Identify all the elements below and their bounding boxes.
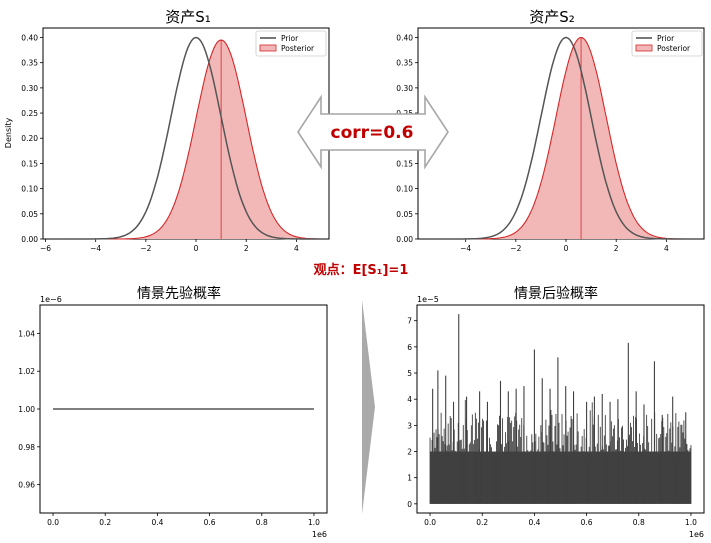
x-tick-label: −2 xyxy=(510,244,521,253)
legend-prior-label-s2: Prior xyxy=(657,34,675,43)
density-curves-s1 xyxy=(60,36,320,240)
x-tick-label: −4 xyxy=(460,244,471,253)
x-tick-label: 0.4 xyxy=(151,518,163,527)
y-tick-label: 0.35 xyxy=(396,59,413,68)
y-tick-label: 1.02 xyxy=(18,367,35,376)
x-tick-label: 0.8 xyxy=(633,518,645,527)
legend-posterior-swatch-s1 xyxy=(259,44,277,52)
plot-frame-posterior xyxy=(416,304,705,514)
correlation-double-arrow: corr=0.6 xyxy=(297,94,449,170)
y-tick-label: 3 xyxy=(407,421,412,430)
y-tick-label: 0.40 xyxy=(396,33,413,42)
y-tick-label: 5 xyxy=(407,369,412,378)
y-tick-label: 6 xyxy=(407,343,412,352)
y-tick-labels-prior: 0.96 0.98 1.00 1.02 1.04 xyxy=(18,329,40,490)
y-tick-label: 0 xyxy=(407,500,412,509)
x-tick-label: 0.2 xyxy=(99,518,111,527)
x-tick-label: 2 xyxy=(244,244,249,253)
chart-title-s1: 资产S₁ xyxy=(165,8,211,26)
x-tick-label: 0.2 xyxy=(476,518,488,527)
y-tick-label: 2 xyxy=(407,448,412,457)
legend-posterior-label-s1: Posterior xyxy=(281,44,315,53)
y-tick-label: 0.30 xyxy=(396,84,413,93)
x-tick-label: 0.0 xyxy=(47,518,59,527)
y-tick-label: 0.00 xyxy=(21,235,38,244)
y-axis-label-s1: Density xyxy=(4,118,13,149)
legend-posterior-label-s2: Posterior xyxy=(657,44,691,53)
panel-scenario-prior: 情景先验概率 1e−6 1e6 0.96 0.98 1.00 1.02 1.04 0.0… xyxy=(18,285,328,539)
view-label: 观点：E[S₁]=1 xyxy=(314,262,409,278)
posterior-area xyxy=(60,40,320,239)
y-tick-label: 1 xyxy=(407,474,412,483)
y-tick-label: 0.96 xyxy=(18,481,35,490)
y-tick-label: 0.05 xyxy=(21,210,38,219)
x-tick-label: 2 xyxy=(614,244,619,253)
y-tick-label: 0.00 xyxy=(396,235,413,244)
x-offset-label-prior: 1e6 xyxy=(312,530,327,539)
x-tick-label: 0.6 xyxy=(581,518,593,527)
prior-curve xyxy=(435,36,694,240)
posterior-area xyxy=(435,37,694,239)
y-tick-label: 7 xyxy=(407,317,412,326)
x-tick-label: 0.0 xyxy=(424,518,436,527)
panel-scenario-posterior: 情景后验概率 1e−5 1e6 0 1 2 3 4 5 6 7 0.0 0.2 0.4 0.6 0.8… xyxy=(407,285,705,539)
y-tick-label: 0.30 xyxy=(21,84,38,93)
x-tick-labels-posterior: 0.0 0.2 0.4 0.6 0.8 1.0 xyxy=(424,513,697,527)
x-tick-label: 4 xyxy=(294,244,299,253)
chart-title-posterior: 情景后验概率 xyxy=(514,285,598,302)
x-tick-label: 1.0 xyxy=(685,518,697,527)
y-tick-label: 0.20 xyxy=(21,134,38,143)
x-tick-labels-prior: 0.0 0.2 0.4 0.6 0.8 1.0 xyxy=(47,513,320,527)
double-arrow-shape xyxy=(297,94,449,170)
x-tick-label: 0.8 xyxy=(256,518,268,527)
posterior-histogram xyxy=(429,314,692,504)
legend-prior-label-s1: Prior xyxy=(281,34,299,43)
x-tick-label: 0.6 xyxy=(204,518,216,527)
x-tick-label: −6 xyxy=(40,244,51,253)
transition-arrow-right xyxy=(362,300,375,514)
panel-asset-s1: 资产S₁ Density 0.00 0.05 0.10 0.15 0.20 0.25 0.3… xyxy=(4,8,330,253)
chart-title-prior: 情景先验概率 xyxy=(137,285,221,302)
legend-s2: Prior Posterior xyxy=(631,30,703,57)
y-tick-label: 0.15 xyxy=(21,159,38,168)
y-offset-label-posterior: 1e−5 xyxy=(417,295,439,304)
legend-s1: Prior Posterior xyxy=(255,30,327,57)
y-tick-label: 0.15 xyxy=(396,159,413,168)
x-tick-label: 1.0 xyxy=(308,518,320,527)
density-curves-s2 xyxy=(435,36,694,240)
legend-posterior-swatch-s2 xyxy=(635,44,653,52)
x-tick-label: 4 xyxy=(664,244,669,253)
y-tick-label: 0.25 xyxy=(21,109,38,118)
chart-title-s2: 资产S₂ xyxy=(529,8,575,26)
y-tick-label: 1.04 xyxy=(18,329,35,338)
panel-asset-s2: 资产S₂ 0.000.050.100.150.200.250.300.350.4… xyxy=(396,8,705,253)
y-tick-label: 0.35 xyxy=(21,59,38,68)
x-tick-label: 0 xyxy=(194,244,199,253)
y-tick-label: 4 xyxy=(407,395,412,404)
y-tick-label: 0.05 xyxy=(396,210,413,219)
x-tick-label: 0.4 xyxy=(528,518,540,527)
y-tick-label: 0.40 xyxy=(21,33,38,42)
y-tick-label: 0.10 xyxy=(21,185,38,194)
x-tick-labels-s2: −4 −2 0 2 4 xyxy=(460,239,669,253)
prior-curve xyxy=(60,36,319,240)
y-tick-labels-s1: 0.00 0.05 0.10 0.15 0.20 0.25 0.30 0.35 0.40 xyxy=(21,33,43,244)
y-tick-label: 1.00 xyxy=(18,405,35,414)
x-tick-label: −2 xyxy=(140,244,151,253)
x-tick-label: −4 xyxy=(90,244,101,253)
correlation-label: corr=0.6 xyxy=(331,123,414,143)
x-offset-label-posterior: 1e6 xyxy=(689,530,704,539)
y-tick-label: 0.98 xyxy=(18,443,35,452)
x-tick-label: 0 xyxy=(564,244,569,253)
y-tick-label: 0.10 xyxy=(396,185,413,194)
y-offset-label-prior: 1e−6 xyxy=(40,295,62,304)
x-tick-labels-s1: −6 −4 −2 0 2 4 xyxy=(40,239,299,253)
y-tick-labels-posterior: 0 1 2 3 4 5 6 7 xyxy=(407,317,417,509)
